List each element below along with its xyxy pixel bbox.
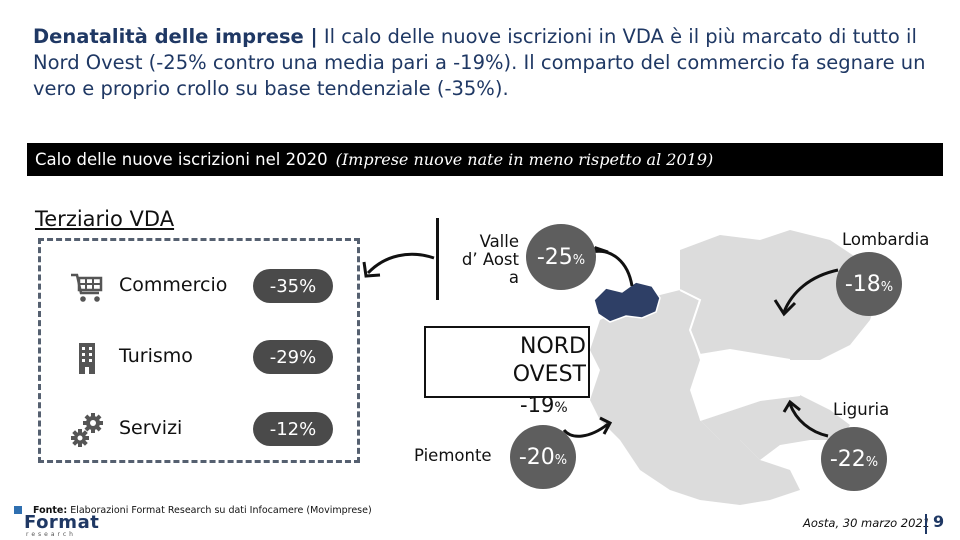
source-note: Fonte: Elaborazioni Format Research su d…	[33, 505, 372, 516]
shopping-cart-icon	[71, 273, 103, 302]
sector-value-pill: -12%	[253, 412, 333, 446]
liguria-label: Liguria	[833, 400, 890, 419]
sector-label: Commercio	[119, 274, 228, 296]
nordovest-line1: NORD	[520, 334, 586, 359]
nordovest-label: NORD OVEST	[482, 333, 586, 389]
vda-label-line3: a	[508, 268, 519, 287]
logo-subword: research	[26, 531, 76, 538]
arrow-liguria	[782, 399, 829, 438]
map-liguria-region	[700, 395, 850, 460]
liguria-pct: %	[865, 454, 879, 470]
piemonte-value: -20	[518, 444, 555, 470]
divider-line	[436, 218, 439, 300]
vda-pct: %	[572, 252, 586, 268]
nordovest-value: -19%	[520, 393, 568, 417]
footer-separator	[925, 514, 927, 534]
lombardia-value-circle: -18%	[836, 252, 902, 316]
piemonte-label: Piemonte	[414, 446, 492, 465]
liguria-value-circle: -22%	[821, 427, 887, 491]
lombardia-label: Lombardia	[842, 230, 930, 249]
vda-label: Valle d’ Aost a	[447, 233, 519, 287]
vda-value: -25	[536, 244, 573, 270]
arrow-nordovest	[562, 416, 613, 438]
liguria-value: -22	[829, 446, 866, 472]
logo-word: Format	[24, 512, 100, 533]
map-lombardia-region	[680, 230, 880, 360]
arrow-vda-to-terziario	[362, 252, 435, 278]
vda-label-line2: d’ Aost	[461, 250, 519, 269]
lombardia-value: -18	[844, 271, 881, 297]
map-vda-region	[593, 281, 661, 323]
headline-lead: Denatalità delle imprese |	[33, 25, 318, 48]
nordovest-value-pct: %	[554, 400, 568, 416]
slide-headline: Denatalità delle imprese | Il calo delle…	[33, 24, 933, 102]
format-research-logo: Format research	[10, 503, 100, 538]
sector-row-turismo: Turismo -29%	[41, 336, 363, 376]
section-banner: Calo delle nuove iscrizioni nel 2020 (Im…	[27, 143, 943, 176]
sector-label: Servizi	[119, 417, 183, 439]
vda-value-circle: -25%	[526, 224, 596, 290]
sector-row-servizi: Servizi -12%	[41, 408, 363, 448]
source-label: Fonte:	[33, 505, 68, 516]
terziario-box: Commercio -35% Turismo -29%	[38, 238, 360, 463]
banner-title: Calo delle nuove iscrizioni nel 2020	[35, 150, 328, 169]
page-number: 9	[933, 512, 945, 531]
sector-row-commercio: Commercio -35%	[41, 265, 363, 305]
banner-subtitle: (Imprese nuove nate in meno rispetto al …	[335, 150, 714, 169]
map-piemonte-region	[590, 290, 800, 505]
logo-square-icon	[14, 506, 22, 514]
sector-value-pill: -29%	[253, 340, 333, 374]
nordovest-value-num: -19	[520, 393, 555, 417]
nordovest-line2: OVEST	[512, 362, 586, 387]
terziario-title: Terziario VDA	[35, 207, 175, 231]
footer-date: Aosta, 30 marzo 2021	[803, 516, 931, 530]
vda-label-line1: Valle	[479, 232, 519, 251]
piemonte-pct: %	[554, 452, 568, 468]
gears-icon	[71, 413, 103, 447]
sector-label: Turismo	[119, 345, 193, 367]
sector-value-pill: -35%	[253, 269, 333, 303]
building-icon	[79, 343, 95, 374]
arrow-lombardia	[773, 268, 839, 317]
lombardia-pct: %	[880, 279, 894, 295]
piemonte-value-circle: -20%	[510, 425, 576, 489]
headline-text: Il calo delle nuove iscrizioni in VDA è …	[33, 25, 926, 100]
source-text: Elaborazioni Format Research su dati Inf…	[67, 505, 372, 516]
arrow-vda-circle-to-map	[588, 246, 634, 287]
nordovest-box	[424, 326, 590, 398]
